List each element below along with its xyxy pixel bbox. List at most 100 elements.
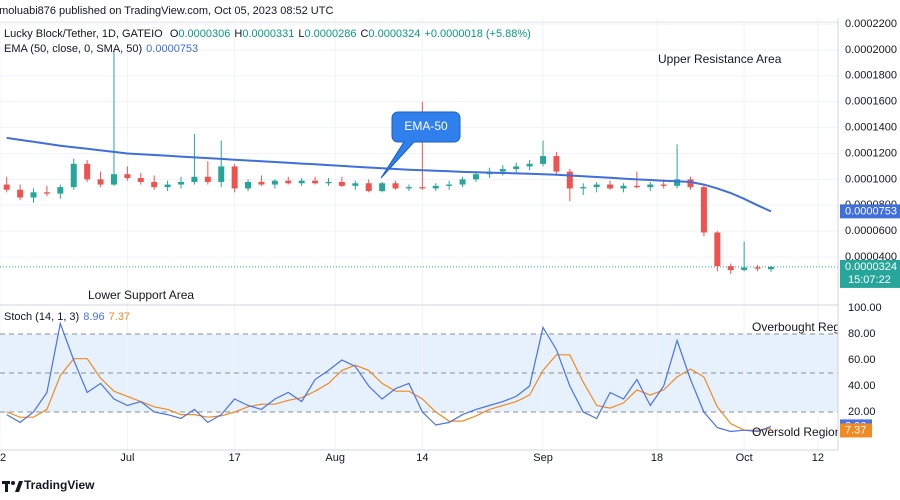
candle-body [499, 169, 506, 172]
candle-body [110, 174, 117, 185]
candle-body [660, 184, 667, 186]
annotation: Overbought Region [752, 320, 856, 334]
candle-body [432, 185, 439, 189]
ohlc-value: 0.0000331 [242, 28, 295, 40]
x-tick-label: 18 [651, 452, 663, 464]
candle-body [97, 179, 104, 185]
candle-body [365, 183, 372, 192]
ema-value: 0.0000753 [146, 43, 199, 55]
annotation: Lower Support Area [88, 288, 194, 302]
stoch-legend: Stoch (14, 1, 3) 8.96 7.37 [4, 311, 134, 323]
candle-body [647, 184, 654, 188]
ema-legend: EMA (50, close, 0, SMA, 50) 0.0000753 [4, 43, 202, 55]
candle-body [513, 166, 520, 170]
candle-body [245, 181, 252, 189]
candle-body [30, 192, 37, 198]
annotation: Oversold Region [752, 425, 841, 439]
candle-body [607, 184, 614, 189]
y-tick-label: 100.00 [848, 302, 882, 314]
candle-body [593, 184, 600, 188]
y-tick-label: 40.00 [848, 380, 876, 392]
candle-body [258, 181, 265, 185]
candle-body [754, 267, 761, 269]
x-tick-label: Jul [120, 452, 134, 464]
candle-body [767, 266, 774, 270]
ema-name: EMA (50, close, 0, SMA, 50) [4, 43, 143, 55]
candle-body [700, 187, 707, 233]
candle-body [540, 156, 547, 164]
candle-body [472, 174, 479, 180]
candle-body [419, 187, 426, 189]
logo-part [5, 481, 8, 492]
y-tick-label: 0.0001400 [845, 121, 897, 133]
candle-body [580, 187, 587, 189]
x-tick-label: Oct [736, 452, 753, 464]
callout [380, 111, 461, 179]
stoch-title: Stoch (14, 1, 3) [4, 311, 80, 323]
candle-body [271, 180, 278, 185]
y-tick-label: 0.0000600 [845, 225, 897, 237]
ohlc-key: H [234, 28, 243, 40]
brand-name: TradingView [24, 478, 95, 492]
candle-body [325, 181, 332, 184]
candle-body [338, 181, 345, 186]
stoch-d-value: 7.37 [108, 311, 131, 323]
candle-body [459, 179, 466, 185]
ohlc-value: 0.0000306 [178, 28, 231, 40]
candle-body [151, 181, 158, 188]
annotation: Upper Resistance Area [658, 52, 782, 66]
candle-body [204, 176, 211, 182]
brand-logo [2, 481, 23, 492]
candle-body [379, 183, 386, 192]
price-axis [838, 18, 900, 470]
candle-body [727, 266, 734, 271]
candle-body [312, 180, 319, 184]
candle-body [231, 166, 238, 189]
header-bar: omoluabi876 published on TradingView.com… [0, 5, 337, 17]
y-tick-label: 0.0001800 [845, 70, 897, 82]
stoch-tag-label: 7.37 [845, 424, 866, 436]
candle-body [298, 180, 305, 184]
candle-body [687, 179, 694, 188]
candle-body [191, 176, 198, 182]
candle-body [137, 178, 144, 182]
candle-body [741, 267, 748, 271]
x-tick-label: Aug [325, 452, 345, 464]
y-tick-label: 0.0002200 [845, 18, 897, 30]
ohlc-key: C [360, 28, 369, 40]
y-tick-label: 80.00 [848, 328, 876, 340]
stoch-tag [840, 423, 872, 438]
candle-body [124, 174, 131, 179]
x-tick-label: 12 [812, 452, 824, 464]
candle-body [620, 185, 627, 189]
x-tick-label: 14 [416, 452, 428, 464]
price-legend: Lucky Block/Tether, 1D, GATEIO O0.000030… [4, 28, 535, 40]
stoch-k-value: 8.96 [83, 311, 105, 323]
price-tag [840, 259, 900, 288]
ohlc-key: O [169, 28, 179, 40]
y-tick-label: 60.00 [848, 354, 876, 366]
callout-label: EMA-50 [404, 119, 448, 133]
y-tick-label: 0.0001000 [845, 173, 897, 185]
ema-line [6, 136, 772, 213]
symbol: Lucky Block/Tether, 1D, GATEIO [4, 28, 163, 40]
candle-body [352, 183, 359, 186]
change: +0.0000018 (+5.88%) [424, 28, 531, 40]
countdown: 15:07:22 [848, 274, 891, 286]
x-tick-label: 12 [0, 452, 6, 464]
candle-body [218, 166, 225, 182]
y-tick-label: 20.00 [848, 406, 876, 418]
y-tick-label: 0.0001200 [845, 147, 897, 159]
candle-body [392, 183, 399, 189]
y-tick-label: 0.0002000 [845, 44, 897, 56]
x-tick-label: 17 [229, 452, 241, 464]
ema-tag [840, 204, 900, 219]
ohlc-value: 0.0000286 [304, 28, 357, 40]
candle-body [285, 180, 292, 184]
candle-body [674, 179, 681, 186]
candle-body [633, 185, 640, 188]
candle-body [3, 184, 10, 190]
published-note: omoluabi876 published on TradingView.com… [0, 5, 334, 17]
